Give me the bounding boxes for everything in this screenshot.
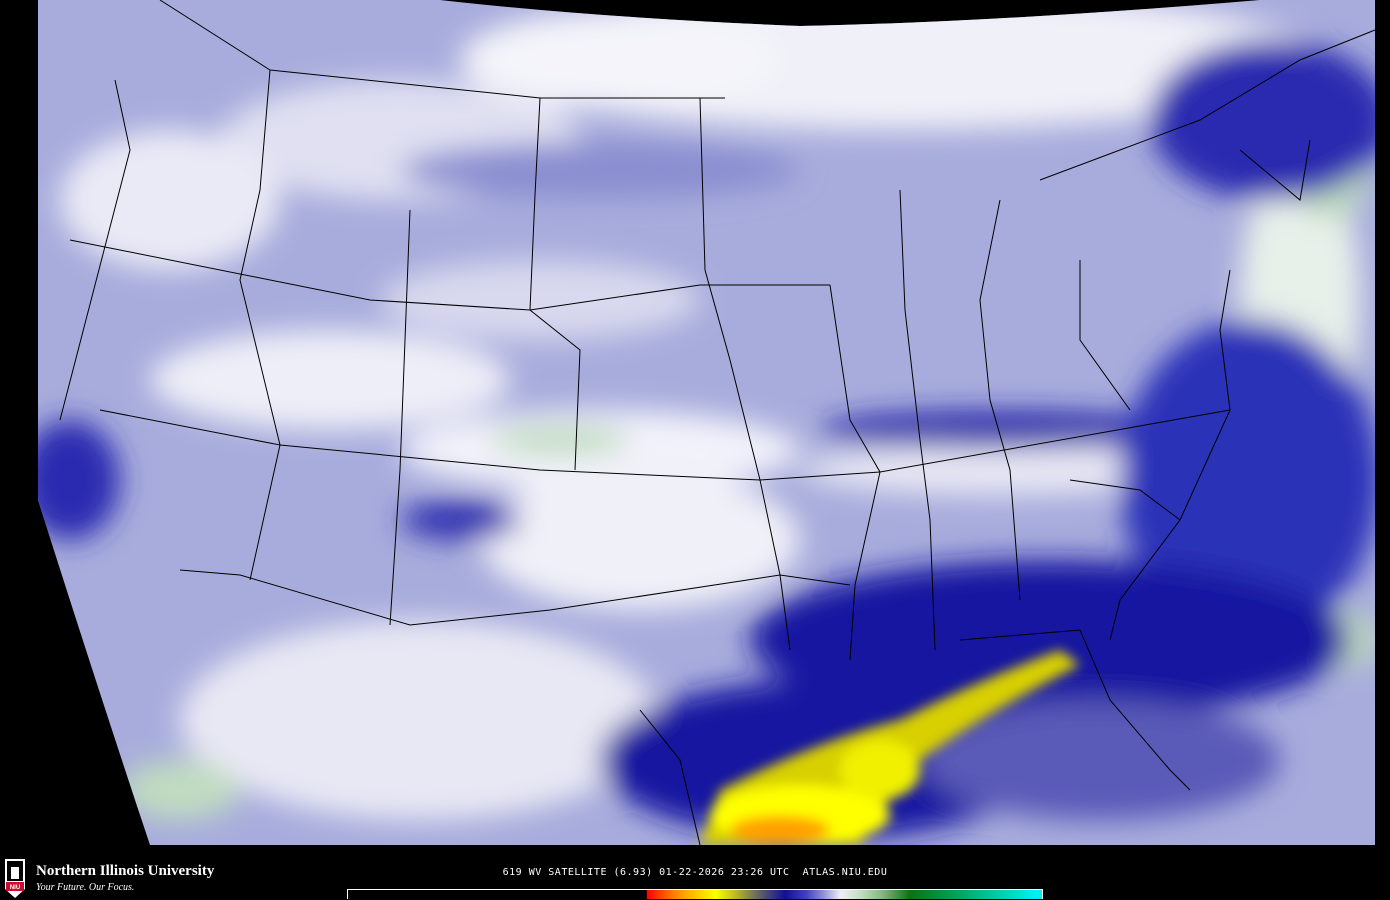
svg-text:NIU: NIU [10, 885, 20, 891]
niu-logo: NIU Northern Illinois University Your Fu… [3, 855, 233, 899]
logo-name: Northern Illinois University [36, 863, 215, 879]
imagery-layer [38, 0, 1375, 845]
state-boundaries [59, 0, 1376, 845]
logo-tagline: Your Future. Our Focus. [36, 882, 135, 893]
niu-tower-icon: NIU [5, 859, 25, 898]
color-scale-bar [347, 889, 1043, 899]
water-vapor-satellite-map [38, 0, 1376, 845]
image-caption: 619 WV SATELLITE (6.93) 01-22-2026 23:26… [502, 867, 888, 878]
